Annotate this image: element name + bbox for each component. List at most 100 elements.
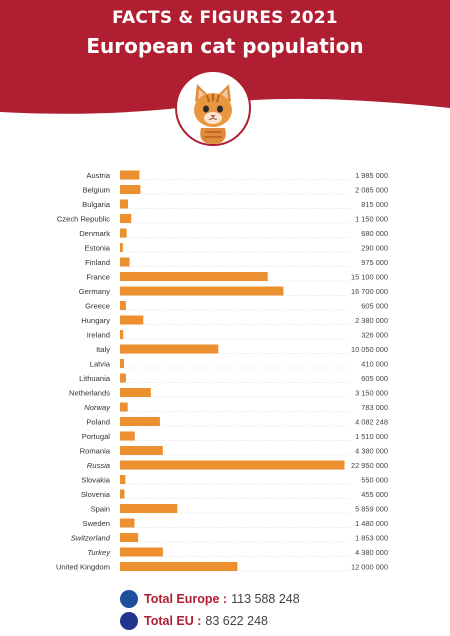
category-label: Estonia [85, 244, 111, 253]
category-label: Hungary [81, 316, 110, 325]
category-label: Lithuania [79, 374, 111, 383]
category-label: United Kingdom [56, 563, 110, 572]
value-label: 1 480 000 [355, 519, 388, 528]
value-label: 4 380 000 [355, 447, 388, 456]
value-label: 1 853 000 [355, 534, 388, 543]
bar [120, 301, 126, 310]
value-label: 680 000 [361, 229, 388, 238]
value-label: 10 050 000 [351, 345, 388, 354]
category-label: Romania [80, 447, 111, 456]
category-label: Czech Republic [57, 215, 110, 224]
category-label: Italy [96, 345, 110, 354]
category-label: Netherlands [69, 389, 110, 398]
header-subtitle: European cat population [86, 34, 364, 58]
value-label: 410 000 [361, 360, 388, 369]
value-label: 605 000 [361, 302, 388, 311]
bar [120, 359, 125, 368]
bar [120, 228, 127, 238]
bar [120, 373, 126, 383]
category-label: Norway [84, 403, 111, 412]
bar [120, 315, 144, 325]
bar [120, 547, 163, 557]
europe-globe-icon [120, 590, 138, 608]
category-label: Spain [91, 505, 110, 514]
category-label: Turkey [87, 548, 111, 557]
total-eu-value: 83 622 248 [205, 614, 268, 628]
bar [120, 460, 345, 470]
total-europe-value: 113 588 248 [231, 592, 300, 606]
value-label: 290 000 [361, 244, 388, 253]
category-label: Slovakia [81, 476, 110, 485]
bar [120, 185, 141, 194]
bar [120, 257, 130, 267]
bar [120, 214, 132, 223]
category-label: Latvia [90, 360, 111, 369]
category-label: Poland [86, 418, 110, 427]
category-label: France [86, 273, 110, 282]
value-label: 975 000 [361, 258, 388, 267]
value-label: 3 150 000 [355, 389, 388, 398]
bar [120, 417, 160, 426]
bar [120, 330, 124, 339]
value-label: 4 380 000 [355, 548, 388, 557]
header-banner [0, 0, 450, 130]
bar [120, 504, 178, 513]
total-europe-label: Total Europe : [144, 592, 228, 606]
category-label: Ireland [87, 331, 110, 340]
value-label: 1 150 000 [355, 215, 388, 224]
value-label: 550 000 [361, 476, 388, 485]
category-label: Russia [87, 461, 110, 470]
category-label: Bulgaria [82, 200, 111, 209]
total-europe-row: Total Europe : 113 588 248 [120, 589, 300, 609]
category-label: Sweden [83, 519, 110, 528]
bar [120, 562, 238, 571]
bar [120, 475, 126, 484]
bar [120, 199, 128, 209]
value-label: 1 985 000 [355, 171, 388, 180]
header-title: FACTS & FIGURES 2021 [112, 8, 338, 28]
bar [120, 431, 135, 441]
bar [120, 286, 284, 296]
header-background [0, 0, 450, 114]
value-label: 12 000 000 [351, 563, 388, 572]
bar [120, 533, 139, 542]
eu-flag-icon [120, 612, 138, 630]
population-bar-chart: Austria 1 985 000 Belgium 2 085 000 Bulgaria… [56, 170, 388, 572]
value-label: 5 859 000 [355, 505, 388, 514]
category-label: Switzerland [71, 534, 111, 543]
total-eu-label: Total EU : [144, 614, 202, 628]
bar [120, 518, 135, 528]
value-label: 605 000 [361, 374, 388, 383]
category-label: Austria [86, 171, 110, 180]
category-label: Finland [85, 258, 110, 267]
value-label: 16 700 000 [351, 287, 388, 296]
bar [120, 272, 268, 281]
value-label: 15 100 000 [351, 273, 388, 282]
value-label: 455 000 [361, 490, 388, 499]
category-label: Slovenia [81, 490, 111, 499]
value-label: 2 085 000 [355, 186, 388, 195]
category-label: Portugal [82, 432, 111, 441]
bar [120, 446, 163, 455]
cat-face-icon [175, 70, 251, 146]
value-label: 4 082 248 [355, 418, 388, 427]
totals-footer: Total Europe : 113 588 248 Total EU : 83… [0, 585, 450, 635]
bar [120, 170, 140, 180]
category-label: Germany [79, 287, 110, 296]
value-label: 815 000 [361, 200, 388, 209]
bar [120, 489, 125, 499]
bar [120, 243, 123, 252]
bar [120, 344, 219, 354]
category-label: Greece [85, 302, 110, 311]
value-label: 2 380 000 [355, 316, 388, 325]
cat-illustration [194, 84, 232, 144]
value-label: 326 000 [361, 331, 388, 340]
bar [120, 402, 128, 412]
bar [120, 388, 151, 397]
category-label: Denmark [79, 229, 110, 238]
value-label: 1 510 000 [355, 432, 388, 441]
value-label: 783 000 [361, 403, 388, 412]
total-eu-row: Total EU : 83 622 248 [120, 611, 268, 631]
value-label: 22 950 000 [351, 461, 388, 470]
category-label: Belgium [83, 186, 110, 195]
